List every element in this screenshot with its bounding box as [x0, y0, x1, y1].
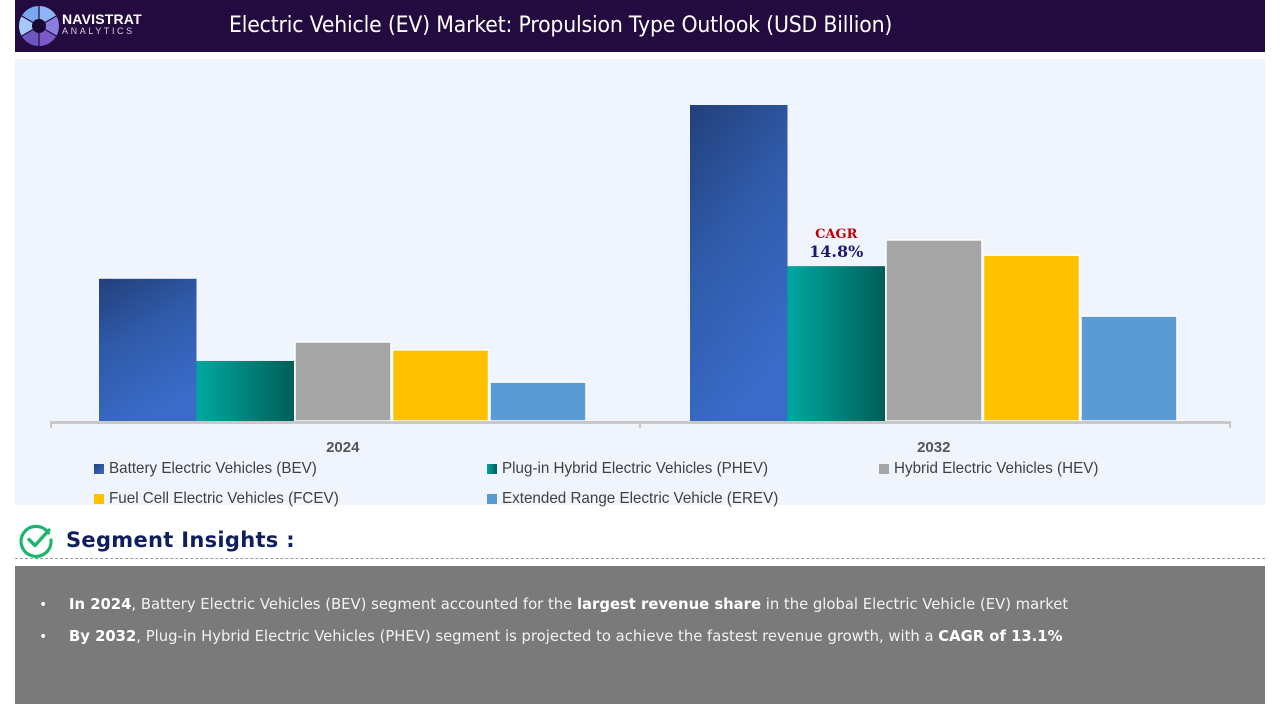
insights-box: • In 2024, Battery Electric Vehicles (BE…: [15, 566, 1265, 704]
legend-label: Battery Electric Vehicles (BEV): [109, 460, 317, 477]
section-divider: [15, 558, 1265, 559]
bar-2032-phev: [787, 266, 885, 421]
insights-heading: Segment Insights :: [18, 522, 295, 558]
bar-2032-fcev: [982, 254, 1081, 422]
bar-2032-hev: [885, 239, 983, 422]
insight-bullet-1: • In 2024, Battery Electric Vehicles (BE…: [39, 595, 1115, 613]
legend-swatch-icon: [94, 494, 104, 504]
bar-2024-phev: [196, 360, 294, 421]
legend-swatch-icon: [94, 464, 104, 474]
legend-item: Hybrid Electric Vehicles (HEV): [879, 460, 1109, 478]
cagr-value: 14.8%: [809, 242, 863, 261]
legend-item: Fuel Cell Electric Vehicles (FCEV): [94, 490, 351, 508]
legend-label: Plug-in Hybrid Electric Vehicles (PHEV): [502, 460, 769, 477]
bullet-icon: •: [39, 597, 48, 613]
insight-run: in the global Electric Vehicle (EV) mark…: [761, 595, 1069, 613]
insight-emphasis: In 2024: [69, 595, 132, 613]
brand-logo-text: NAVISTRAT ANALYTICS: [62, 12, 142, 37]
legend-label: Extended Range Electric Vehicle (EREV): [502, 490, 779, 507]
chart-panel: 2024 2032 CAGR 14.8% Battery Electric Vehic…: [15, 59, 1265, 508]
cagr-label: CAGR: [815, 227, 858, 242]
bullet-icon: •: [39, 629, 48, 645]
legend-swatch-icon: [487, 464, 497, 474]
bar-2024-bev: [99, 278, 197, 421]
bar-2032-bev: [690, 105, 788, 421]
legend-swatch-icon: [879, 464, 889, 474]
insight-emphasis: largest revenue share: [576, 595, 762, 613]
page-title: Electric Vehicle (EV) Market: Propulsion…: [229, 13, 893, 38]
insight-emphasis: CAGR of 13.1%: [938, 627, 1063, 645]
legend-item: Battery Electric Vehicles (BEV): [94, 460, 328, 478]
insight-run: , Plug-in Hybrid Electric Vehicles (PHEV…: [136, 627, 939, 645]
bar-2032-erev: [1080, 315, 1178, 422]
insight-text: In 2024, Battery Electric Vehicles (BEV)…: [69, 595, 1068, 613]
legend-item: Plug-in Hybrid Electric Vehicles (PHEV): [487, 460, 782, 478]
insight-run: , Battery Electric Vehicles (BEV) segmen…: [131, 595, 577, 613]
legend-item: Extended Range Electric Vehicle (EREV): [487, 490, 793, 508]
check-circle-icon: [19, 524, 53, 558]
insight-text: By 2032, Plug-in Hybrid Electric Vehicle…: [69, 627, 1062, 645]
insight-emphasis: By 2032: [69, 627, 137, 645]
x-tick-label: 2024: [326, 439, 360, 456]
bar-2024-hev: [294, 341, 392, 422]
navistrat-logo-icon: [19, 6, 59, 46]
legend-label: Fuel Cell Electric Vehicles (FCEV): [109, 490, 339, 507]
insights-title: Segment Insights :: [66, 528, 295, 552]
header-bar: NAVISTRAT ANALYTICS Electric Vehicle (EV…: [15, 0, 1265, 52]
bar-2024-erev: [489, 381, 587, 422]
insight-bullet-2: • By 2032, Plug-in Hybrid Electric Vehic…: [39, 627, 1109, 645]
bar-2024-fcev: [391, 349, 490, 422]
x-tick-label: 2032: [917, 439, 950, 456]
legend-label: Hybrid Electric Vehicles (HEV): [894, 460, 1099, 477]
legend-swatch-icon: [487, 494, 497, 504]
brand-name: NAVISTRAT: [62, 11, 142, 27]
brand-subtitle: ANALYTICS: [62, 26, 135, 36]
